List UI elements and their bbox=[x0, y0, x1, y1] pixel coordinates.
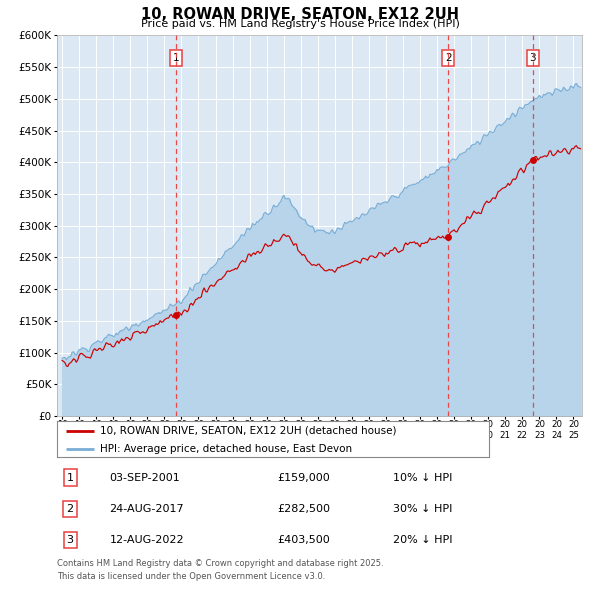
Text: This data is licensed under the Open Government Licence v3.0.: This data is licensed under the Open Gov… bbox=[57, 572, 325, 581]
Text: £282,500: £282,500 bbox=[277, 504, 331, 514]
Text: 10% ↓ HPI: 10% ↓ HPI bbox=[393, 473, 452, 483]
Text: 3: 3 bbox=[67, 535, 74, 545]
Text: Contains HM Land Registry data © Crown copyright and database right 2025.: Contains HM Land Registry data © Crown c… bbox=[57, 559, 383, 568]
Text: Price paid vs. HM Land Registry's House Price Index (HPI): Price paid vs. HM Land Registry's House … bbox=[140, 19, 460, 29]
Text: 2: 2 bbox=[67, 504, 74, 514]
Text: 03-SEP-2001: 03-SEP-2001 bbox=[110, 473, 180, 483]
Text: 10, ROWAN DRIVE, SEATON, EX12 2UH: 10, ROWAN DRIVE, SEATON, EX12 2UH bbox=[141, 7, 459, 22]
Text: 1: 1 bbox=[172, 53, 179, 63]
Text: 3: 3 bbox=[530, 53, 536, 63]
Text: 24-AUG-2017: 24-AUG-2017 bbox=[110, 504, 184, 514]
Text: 2: 2 bbox=[445, 53, 452, 63]
Text: 10, ROWAN DRIVE, SEATON, EX12 2UH (detached house): 10, ROWAN DRIVE, SEATON, EX12 2UH (detac… bbox=[100, 425, 397, 435]
Text: 20% ↓ HPI: 20% ↓ HPI bbox=[393, 535, 452, 545]
Text: £159,000: £159,000 bbox=[277, 473, 330, 483]
Text: HPI: Average price, detached house, East Devon: HPI: Average price, detached house, East… bbox=[100, 444, 352, 454]
Text: 30% ↓ HPI: 30% ↓ HPI bbox=[393, 504, 452, 514]
Text: 1: 1 bbox=[67, 473, 74, 483]
Text: 12-AUG-2022: 12-AUG-2022 bbox=[110, 535, 184, 545]
Text: £403,500: £403,500 bbox=[277, 535, 330, 545]
